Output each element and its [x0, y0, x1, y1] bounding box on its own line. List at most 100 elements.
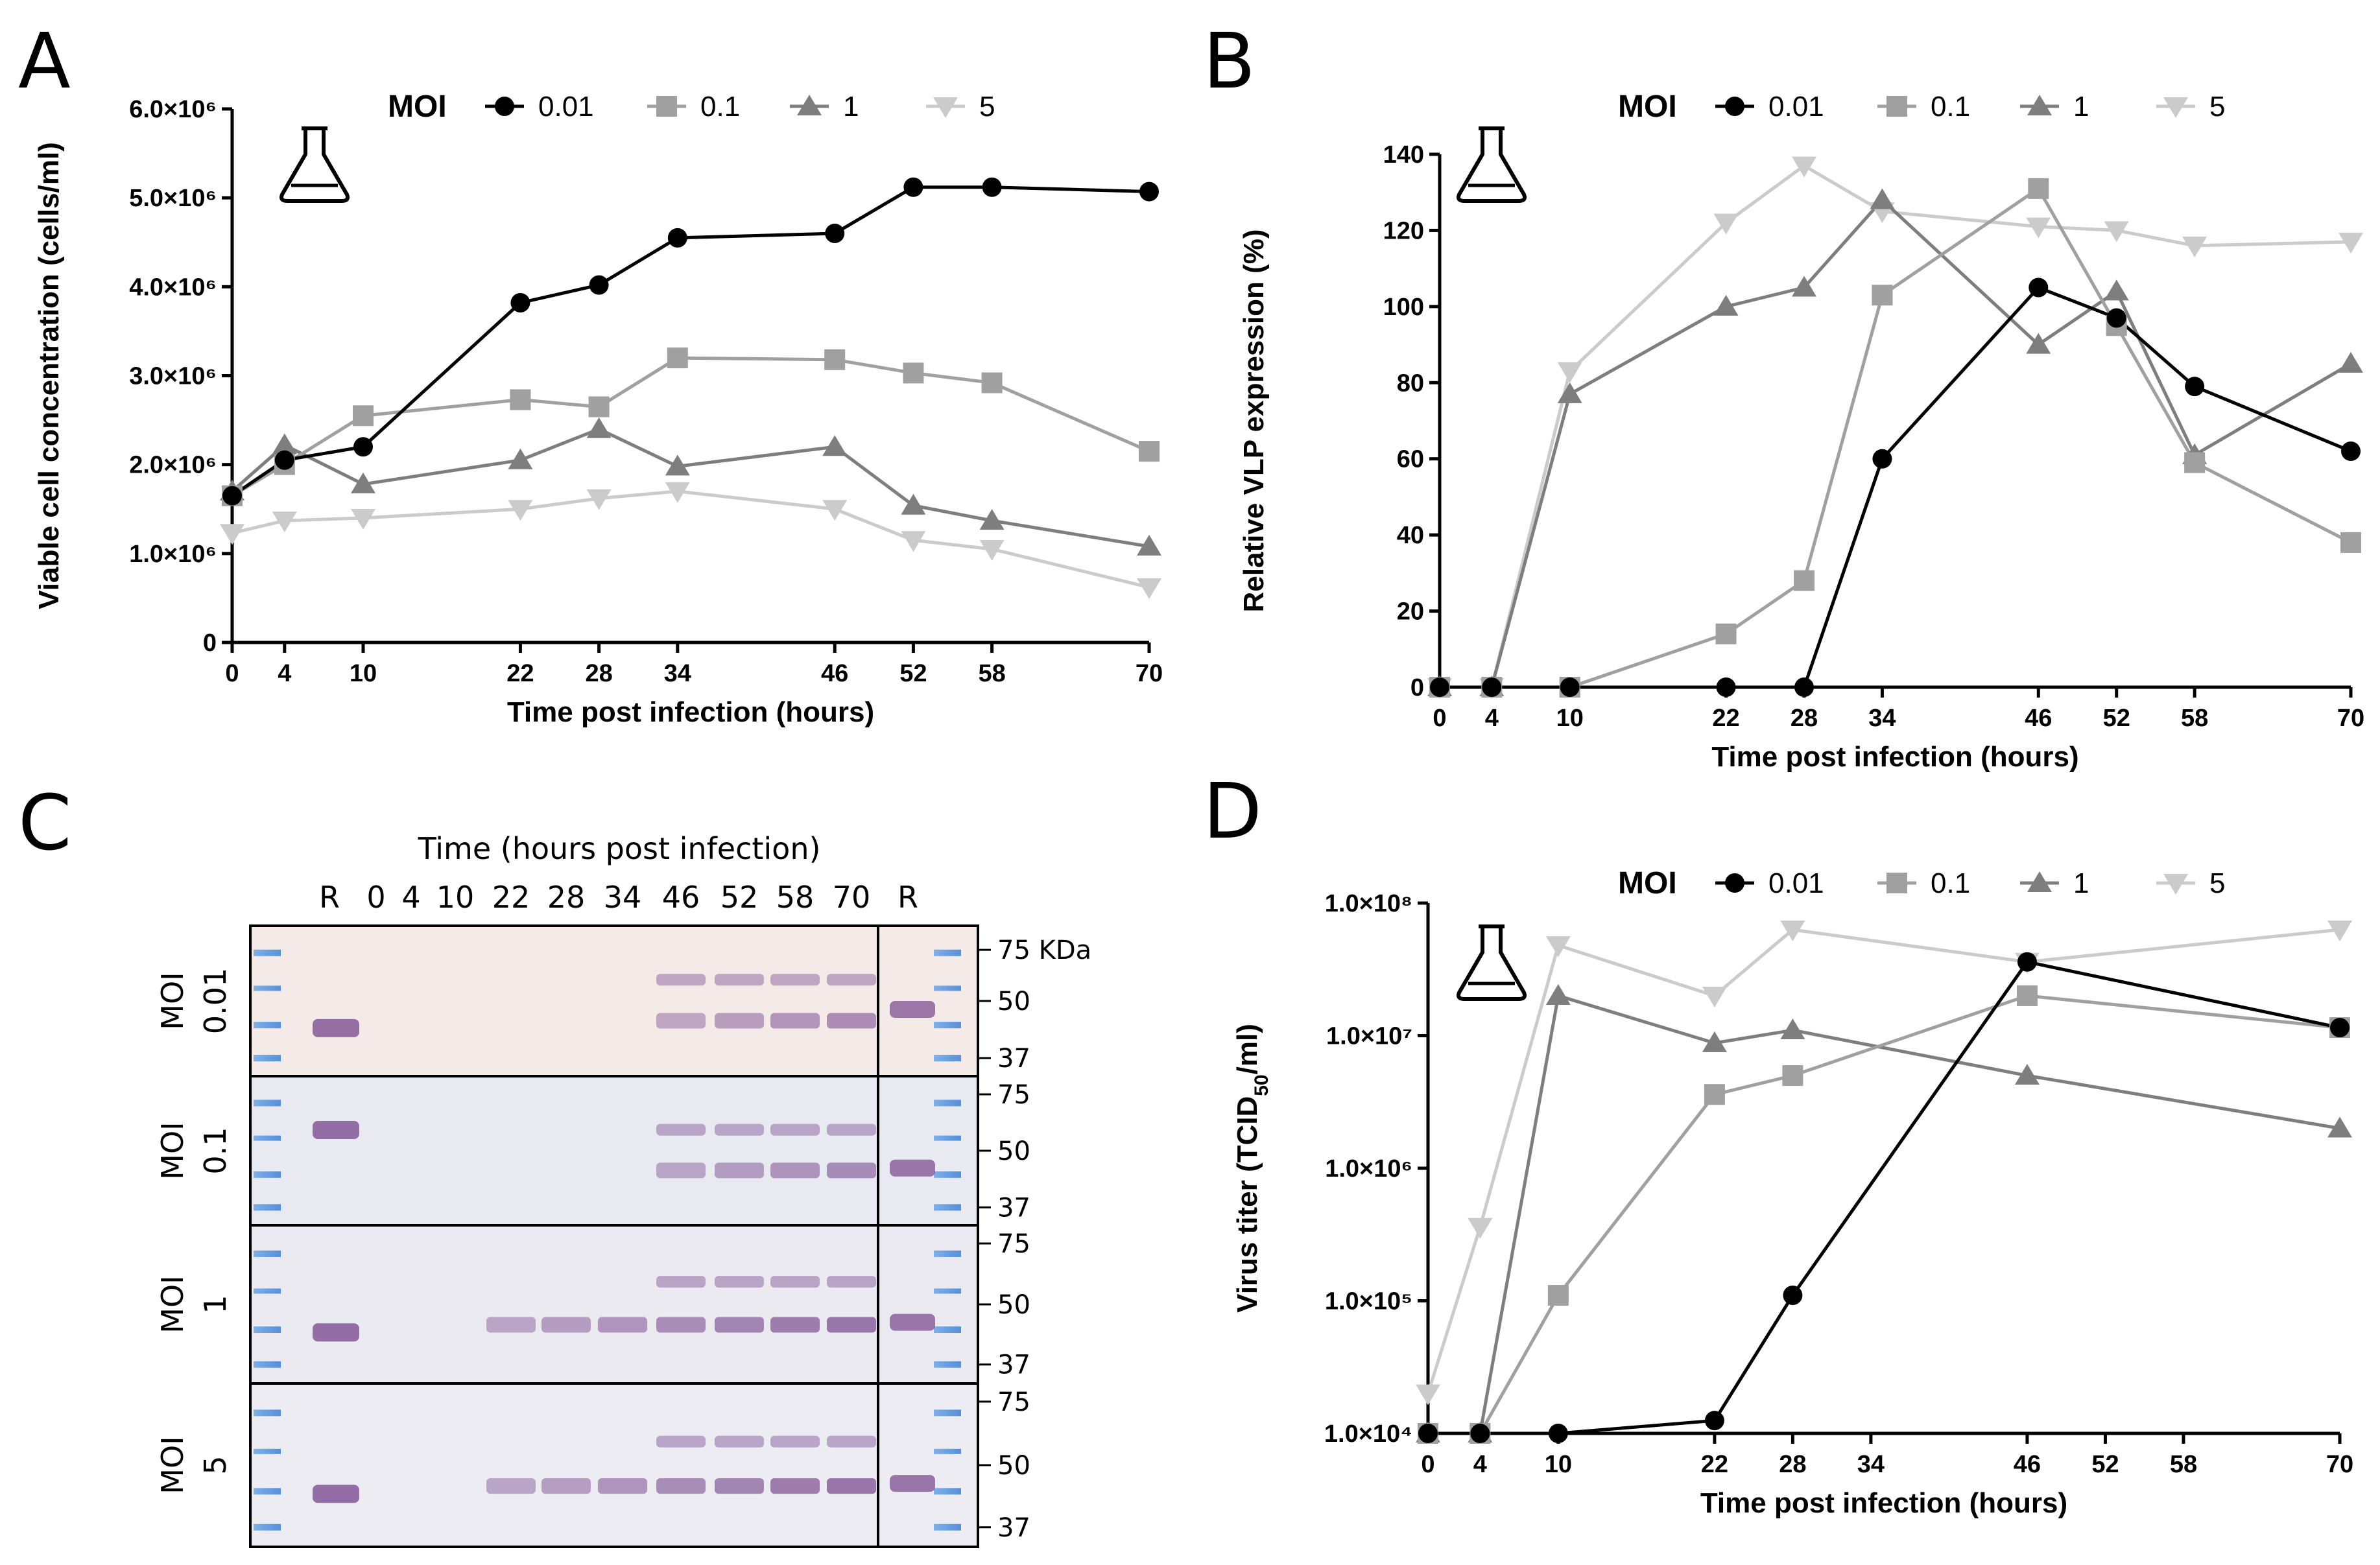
reference-band [890, 1475, 935, 1492]
ladder-band [254, 1524, 281, 1531]
data-point-triangle [1702, 1031, 1727, 1052]
blot-row-background [250, 926, 978, 1076]
ladder-band [934, 1022, 961, 1029]
sample-band [770, 1162, 820, 1179]
data-point-triangle [2104, 279, 2129, 301]
y-tick-label: 120 [1383, 217, 1424, 244]
sample-band-upper [827, 1435, 876, 1448]
data-point-triangle [979, 509, 1005, 530]
data-point-square [1872, 285, 1893, 306]
sample-band [598, 1317, 647, 1333]
data-point-circle [667, 228, 687, 248]
data-point-inverted-triangle [220, 524, 244, 545]
moi-value: 5 [198, 1455, 233, 1474]
data-point-inverted-triangle [1468, 1218, 1493, 1239]
data-point-inverted-triangle [1545, 936, 1571, 958]
x-tick-label: 22 [506, 660, 534, 687]
data-point-circle [982, 177, 1002, 197]
legend-triangle-marker [797, 95, 822, 115]
data-point-square [2016, 985, 2038, 1006]
data-point-circle [1139, 182, 1159, 202]
y-tick-label: 1.0×10⁴ [1324, 1420, 1412, 1448]
reference-band [313, 1485, 359, 1503]
moi-value: 0.1 [198, 1127, 233, 1174]
sample-band-upper [715, 974, 764, 986]
reference-band [313, 1323, 359, 1342]
sample-band [770, 1317, 820, 1333]
marker-label: 50 [997, 1290, 1030, 1320]
data-point-square [2028, 178, 2049, 199]
sample-band-upper [827, 1276, 876, 1288]
data-point-circle [1470, 1424, 1490, 1443]
lane-label: R [898, 880, 918, 915]
y-tick-label: 1.0×10⁶ [129, 541, 217, 568]
ladder-band [254, 1326, 281, 1334]
legend-circle-marker [1725, 97, 1744, 116]
data-point-circle [274, 450, 294, 470]
sample-band [715, 1162, 764, 1179]
sample-band-upper [715, 1276, 764, 1288]
y-tick-label: 1.0×10⁵ [1325, 1288, 1412, 1315]
lane-label: 10 [436, 880, 475, 915]
x-tick-label: 70 [2337, 705, 2364, 732]
ladder-band [934, 1204, 961, 1211]
ladder-band [934, 1135, 961, 1141]
x-tick-label: 10 [350, 660, 377, 687]
data-point-triangle [901, 493, 926, 515]
legend-label: 1 [2073, 91, 2089, 123]
data-point-circle [825, 224, 845, 244]
data-point-triangle [1545, 983, 1571, 1005]
data-point-circle [1872, 449, 1892, 469]
panel-letter-a: A [18, 16, 71, 106]
series-line-moi-001 [1440, 286, 2351, 689]
marker-label: 50 [997, 1451, 1030, 1481]
legend-label: 0.01 [1768, 91, 1824, 123]
data-point-inverted-triangle [1137, 578, 1161, 599]
marker-label: 50 [997, 1136, 1030, 1166]
ladder-band [254, 985, 281, 991]
data-point-circle [510, 293, 530, 313]
marker-label: 75 [997, 1387, 1030, 1417]
data-point-triangle [586, 417, 612, 438]
data-point-inverted-triangle [1792, 156, 1816, 178]
y-tick-label: 80 [1397, 370, 1424, 397]
data-point-triangle [1870, 188, 1895, 209]
sample-band-upper [770, 1276, 820, 1288]
sample-band [827, 1317, 876, 1333]
data-point-triangle [272, 433, 297, 454]
lane-label: 4 [401, 880, 420, 915]
data-point-inverted-triangle [272, 512, 297, 533]
legend-label: 0.01 [538, 91, 594, 123]
data-point-square [1794, 570, 1815, 591]
marker-label: 50 [997, 987, 1030, 1017]
x-tick-label: 22 [1701, 1451, 1728, 1478]
x-axis-title: Time post infection (hours) [1711, 741, 2078, 773]
data-point-inverted-triangle [2182, 236, 2207, 257]
reference-band [313, 1018, 359, 1037]
sample-band-upper [770, 1124, 820, 1136]
data-point-triangle [2014, 1064, 2040, 1085]
data-point-triangle [351, 472, 375, 493]
sample-band-upper [656, 1276, 706, 1288]
x-tick-label: 4 [278, 660, 291, 687]
lane-label: 52 [720, 880, 759, 915]
blot-row-background [250, 1383, 978, 1547]
data-point-circle [1783, 1286, 1803, 1306]
data-point-circle [353, 437, 373, 457]
y-axis-title: Relative VLP expression (%) [1238, 229, 1270, 613]
data-point-inverted-triangle [901, 531, 926, 552]
data-point-circle [1482, 677, 1502, 697]
data-point-inverted-triangle [351, 508, 375, 530]
ladder-band [254, 1171, 281, 1178]
reference-band [313, 1121, 359, 1139]
sample-band [656, 1317, 706, 1333]
y-tick-label: 1.0×10⁶ [1325, 1155, 1412, 1183]
series-line-moi-1 [1428, 994, 2340, 1435]
x-axis-title: Time post infection (hours) [1700, 1487, 2067, 1519]
sample-band [827, 1478, 876, 1494]
data-point-inverted-triangle [1713, 213, 1739, 235]
series-line-moi-01 [231, 356, 1150, 497]
x-tick-label: 46 [821, 660, 848, 687]
ladder-band [934, 1524, 961, 1531]
series-line-moi-5 [1440, 164, 2351, 689]
